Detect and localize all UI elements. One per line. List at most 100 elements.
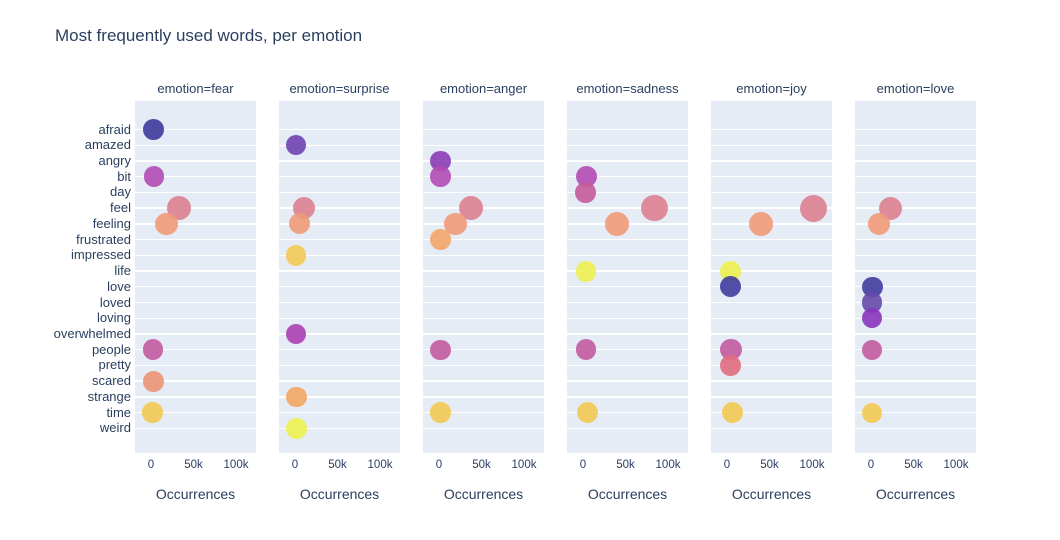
gridline bbox=[279, 207, 400, 209]
data-point-fear-scared[interactable] bbox=[143, 370, 165, 392]
data-point-love-love[interactable] bbox=[862, 276, 883, 298]
gridline bbox=[135, 349, 256, 351]
y-axis-label-overwhelmed: overwhelmed bbox=[53, 325, 131, 341]
gridline bbox=[711, 128, 832, 131]
gridline bbox=[567, 207, 688, 209]
gridline bbox=[423, 144, 544, 146]
x-axis-title-joy: Occurrences bbox=[731, 486, 812, 502]
gridline bbox=[135, 396, 256, 398]
x-tick-sadness-50k: 50k bbox=[616, 459, 635, 471]
x-tick-love-50k: 50k bbox=[904, 459, 923, 471]
x-tick-fear-100k: 100k bbox=[223, 459, 249, 471]
data-point-joy-feeling[interactable] bbox=[748, 211, 774, 236]
gridline bbox=[135, 207, 256, 209]
gridline bbox=[855, 254, 976, 257]
gridline bbox=[423, 175, 544, 178]
data-point-joy-feel[interactable] bbox=[800, 194, 828, 222]
y-axis-label-feel: feel bbox=[110, 200, 131, 216]
x-tick-sadness-100k: 100k bbox=[655, 459, 681, 471]
gridline bbox=[423, 349, 544, 351]
gridline bbox=[423, 191, 544, 194]
y-axis-label-pretty: pretty bbox=[98, 357, 131, 373]
gridline bbox=[567, 254, 688, 257]
data-point-surprise-overwhelmed[interactable] bbox=[285, 323, 307, 345]
gridline bbox=[567, 301, 688, 304]
data-point-surprise-strange[interactable] bbox=[286, 386, 307, 408]
gridline bbox=[711, 175, 832, 178]
gridline bbox=[711, 191, 832, 194]
data-point-anger-frustrated[interactable] bbox=[430, 229, 451, 250]
data-point-anger-time[interactable] bbox=[430, 402, 451, 423]
gridline bbox=[423, 270, 544, 272]
gridline bbox=[279, 411, 400, 414]
x-tick-surprise-0: 0 bbox=[291, 459, 299, 471]
data-point-love-feeling[interactable] bbox=[868, 212, 890, 235]
data-point-sadness-feeling[interactable] bbox=[604, 211, 630, 236]
data-point-sadness-feel[interactable] bbox=[641, 194, 668, 222]
data-point-love-people[interactable] bbox=[861, 339, 882, 360]
data-point-sadness-life[interactable] bbox=[575, 260, 597, 282]
data-point-sadness-time[interactable] bbox=[577, 402, 599, 424]
data-point-surprise-impressed[interactable] bbox=[285, 245, 307, 266]
data-point-anger-angry[interactable] bbox=[430, 150, 451, 172]
gridline bbox=[711, 301, 832, 304]
gridline bbox=[135, 144, 256, 146]
gridline bbox=[855, 286, 976, 288]
data-point-love-loved[interactable] bbox=[861, 292, 883, 313]
y-axis-label-loved: loved bbox=[99, 294, 131, 310]
facet-title-fear: emotion=fear bbox=[157, 81, 234, 96]
data-point-fear-people[interactable] bbox=[142, 339, 164, 361]
data-point-surprise-weird[interactable] bbox=[286, 418, 307, 439]
gridline bbox=[855, 128, 976, 131]
facet-title-surprise: emotion=surprise bbox=[289, 81, 390, 96]
gridline bbox=[279, 160, 400, 162]
data-point-fear-feeling[interactable] bbox=[155, 212, 179, 236]
y-axis-label-amazed: amazed bbox=[84, 137, 131, 153]
facet-title-anger: emotion=anger bbox=[439, 81, 528, 96]
data-point-fear-bit[interactable] bbox=[143, 166, 165, 188]
gridline bbox=[567, 160, 688, 162]
data-point-sadness-day[interactable] bbox=[574, 182, 596, 203]
facet-title-joy: emotion=joy bbox=[736, 81, 807, 96]
gridline bbox=[423, 427, 544, 430]
facet-panel-fear bbox=[135, 101, 256, 453]
gridline bbox=[567, 411, 688, 414]
data-point-fear-time[interactable] bbox=[142, 402, 164, 423]
data-point-surprise-feeling[interactable] bbox=[288, 213, 310, 235]
gridline bbox=[855, 364, 976, 367]
data-point-anger-feeling[interactable] bbox=[443, 212, 467, 236]
gridline bbox=[567, 380, 688, 382]
y-axis-label-afraid: afraid bbox=[98, 121, 131, 137]
data-point-joy-pretty[interactable] bbox=[719, 354, 741, 376]
y-axis-label-day: day bbox=[110, 184, 131, 200]
data-point-love-loving[interactable] bbox=[861, 308, 882, 329]
data-point-anger-people[interactable] bbox=[430, 339, 451, 360]
gridline bbox=[855, 191, 976, 194]
gridline bbox=[711, 349, 832, 351]
gridline bbox=[279, 333, 400, 335]
data-point-sadness-people[interactable] bbox=[575, 339, 597, 361]
data-point-joy-love[interactable] bbox=[720, 276, 742, 298]
x-tick-surprise-50k: 50k bbox=[328, 459, 347, 471]
gridline bbox=[567, 144, 688, 146]
data-point-joy-time[interactable] bbox=[721, 401, 744, 424]
facet-title-sadness: emotion=sadness bbox=[576, 81, 679, 96]
data-point-surprise-amazed[interactable] bbox=[285, 135, 307, 156]
gridline bbox=[711, 411, 832, 414]
gridline bbox=[279, 380, 400, 382]
gridline bbox=[135, 286, 256, 288]
y-axis-label-love: love bbox=[107, 278, 131, 294]
x-tick-fear-0: 0 bbox=[147, 459, 155, 471]
data-point-love-time[interactable] bbox=[861, 402, 882, 423]
y-axis-label-life: life bbox=[114, 263, 131, 279]
gridline bbox=[567, 396, 688, 398]
y-axis-label-scared: scared bbox=[91, 373, 131, 389]
gridline bbox=[423, 411, 544, 414]
y-axis-label-angry: angry bbox=[98, 152, 131, 168]
gridline bbox=[135, 270, 256, 272]
data-point-anger-bit[interactable] bbox=[430, 166, 451, 187]
data-point-sadness-bit[interactable] bbox=[575, 166, 597, 188]
x-tick-sadness-0: 0 bbox=[579, 459, 587, 471]
y-axis-label-impressed: impressed bbox=[71, 247, 131, 263]
data-point-fear-afraid[interactable] bbox=[142, 119, 164, 140]
